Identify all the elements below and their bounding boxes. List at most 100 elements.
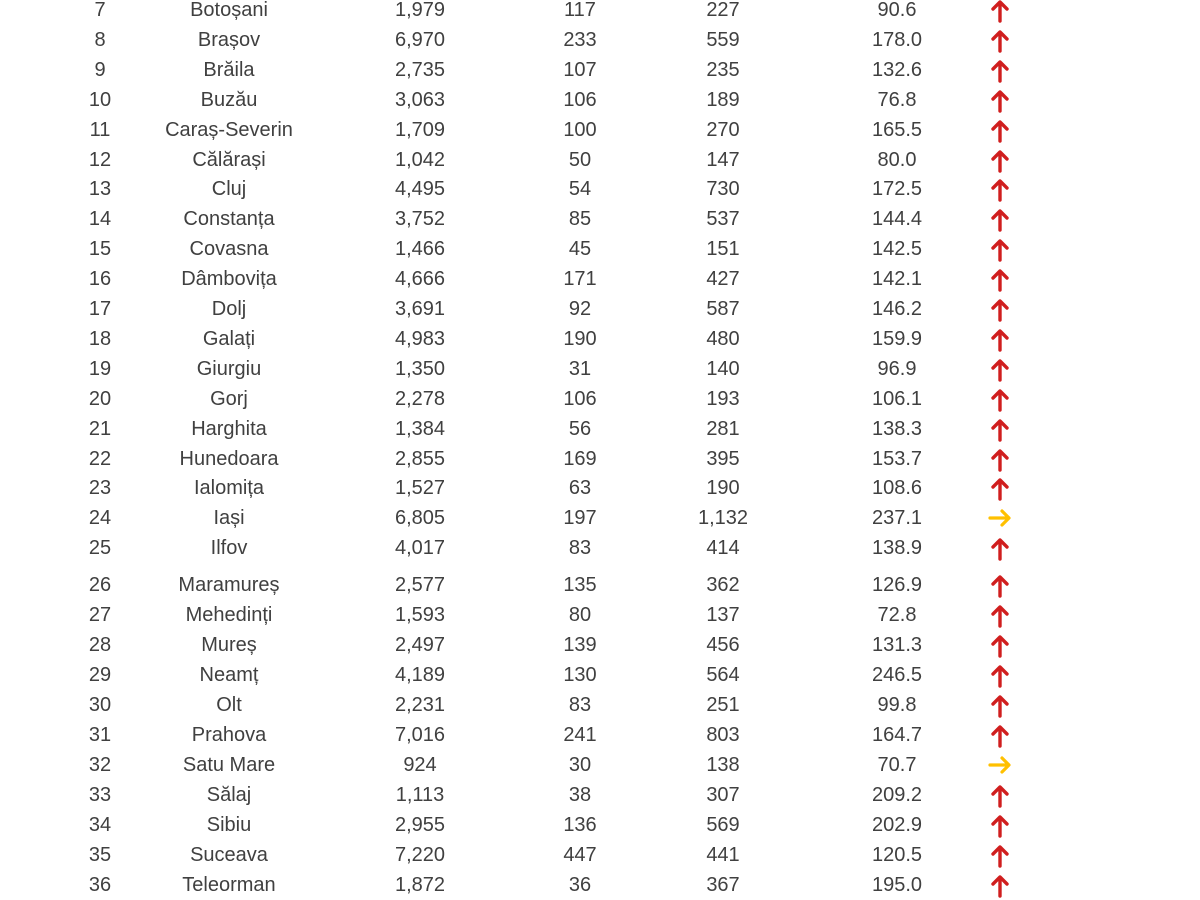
value-total: 6,805: [394, 507, 446, 530]
row-rank: 29: [88, 664, 112, 686]
value-total: 2,855: [394, 447, 446, 470]
value-col4: 56: [568, 417, 592, 440]
trend-cell: [960, 25, 1040, 55]
value-col4: 233: [563, 28, 597, 51]
trend-cell: [960, 384, 1040, 414]
trend-cell: [960, 414, 1040, 444]
value-rate: 142.5: [871, 238, 923, 261]
value-total: 1,466: [394, 238, 446, 261]
arrow-up-icon: [990, 692, 1010, 718]
value-total: 3,063: [394, 88, 446, 111]
table-row: 20 Gorj 2,278 106 193 106.1: [0, 384, 1200, 414]
arrow-up-icon: [990, 87, 1010, 113]
county-name: Prahova: [191, 724, 267, 746]
county-name: Gorj: [210, 387, 248, 410]
table-row: 14 Constanța 3,752 85 537 144.4: [0, 204, 1200, 234]
value-total: 4,189: [394, 664, 446, 686]
value-total: 2,497: [394, 634, 446, 656]
county-name: Brăila: [203, 58, 255, 81]
row-rank: 22: [88, 447, 112, 470]
value-col5: 227: [706, 0, 740, 21]
table-row: 36 Teleorman 1,872 36 367 195.0: [0, 870, 1200, 900]
county-name: Covasna: [189, 238, 269, 261]
value-rate: 96.9: [877, 357, 917, 380]
table-row: 30 Olt 2,231 83 251 99.8: [0, 690, 1200, 720]
value-rate: 120.5: [871, 844, 923, 866]
row-rank: 33: [88, 784, 112, 806]
value-col5: 251: [706, 694, 740, 716]
table-row: 13 Cluj 4,495 54 730 172.5: [0, 174, 1200, 204]
row-rank: 15: [88, 238, 112, 261]
table-row: 10 Buzău 3,063 106 189 76.8: [0, 85, 1200, 115]
value-col5: 147: [706, 148, 740, 171]
trend-cell: [960, 324, 1040, 354]
row-rank: 11: [89, 118, 111, 141]
trend-cell: [960, 145, 1040, 175]
table-row: 28 Mureș 2,497 139 456 131.3: [0, 630, 1200, 660]
value-col4: 30: [568, 754, 592, 776]
value-rate: 195.0: [871, 874, 923, 896]
trend-cell: [960, 780, 1040, 810]
value-col4: 241: [563, 724, 597, 746]
value-rate: 70.7: [877, 754, 917, 776]
value-total: 1,350: [394, 357, 446, 380]
value-col5: 414: [706, 537, 740, 560]
value-rate: 80.0: [877, 148, 917, 171]
arrow-up-icon: [990, 475, 1010, 502]
arrow-up-icon: [990, 872, 1010, 898]
value-col5: 441: [706, 844, 740, 866]
row-rank: 18: [88, 327, 112, 350]
county-name: Mureș: [201, 634, 257, 656]
table-row: 35 Suceava 7,220 447 441 120.5: [0, 840, 1200, 870]
value-col4: 92: [568, 298, 592, 320]
table-row: 29 Neamț 4,189 130 564 246.5: [0, 660, 1200, 690]
value-total: 1,709: [394, 118, 446, 141]
trend-cell: [960, 294, 1040, 324]
arrow-up-icon: [990, 632, 1010, 658]
county-name: Maramureș: [178, 574, 280, 596]
row-rank: 34: [88, 814, 112, 836]
value-col4: 130: [563, 664, 597, 686]
table-row: 17 Dolj 3,691 92 587 146.2: [0, 294, 1200, 324]
value-rate: 172.5: [871, 178, 923, 201]
table-row: 27 Mehedinți 1,593 80 137 72.8: [0, 600, 1200, 630]
row-rank: 7: [94, 0, 106, 21]
trend-cell: [960, 174, 1040, 204]
value-col5: 803: [706, 724, 740, 746]
row-rank: 10: [88, 88, 112, 111]
table-row: 16 Dâmbovița 4,666 171 427 142.1: [0, 264, 1200, 294]
arrow-up-icon: [990, 722, 1010, 748]
county-name: Galați: [202, 327, 256, 350]
value-total: 1,872: [394, 874, 446, 896]
value-col4: 85: [568, 208, 592, 231]
value-rate: 76.8: [877, 88, 917, 111]
county-name: Sibiu: [206, 814, 252, 836]
table-row: 21 Harghita 1,384 56 281 138.3: [0, 414, 1200, 444]
value-total: 1,113: [395, 784, 445, 806]
value-rate: 246.5: [871, 664, 923, 686]
arrow-up-icon: [990, 266, 1010, 292]
county-name: Suceava: [190, 844, 268, 866]
value-rate: 138.3: [871, 417, 923, 440]
arrow-up-icon: [990, 27, 1010, 53]
county-name: Giurgiu: [196, 357, 262, 380]
arrow-up-icon: [990, 662, 1010, 688]
value-col4: 31: [568, 357, 592, 380]
trend-cell: [960, 570, 1040, 600]
arrow-up-icon: [990, 356, 1010, 382]
county-name: Sălaj: [206, 784, 252, 806]
value-col4: 54: [568, 178, 592, 201]
value-col5: 480: [706, 327, 740, 350]
table-row: 19 Giurgiu 1,350 31 140 96.9: [0, 354, 1200, 384]
arrow-up-icon: [990, 386, 1010, 412]
arrow-up-icon: [990, 326, 1010, 352]
arrow-up-icon: [990, 117, 1010, 143]
row-rank: 24: [88, 507, 112, 530]
value-col4: 197: [563, 507, 597, 530]
value-rate: 237.1: [871, 507, 923, 530]
trend-cell: [960, 115, 1040, 145]
trend-cell: [960, 750, 1040, 780]
value-col4: 100: [563, 118, 597, 141]
table-row: 26 Maramureș 2,577 135 362 126.9: [0, 570, 1200, 600]
value-col4: 139: [563, 634, 597, 656]
